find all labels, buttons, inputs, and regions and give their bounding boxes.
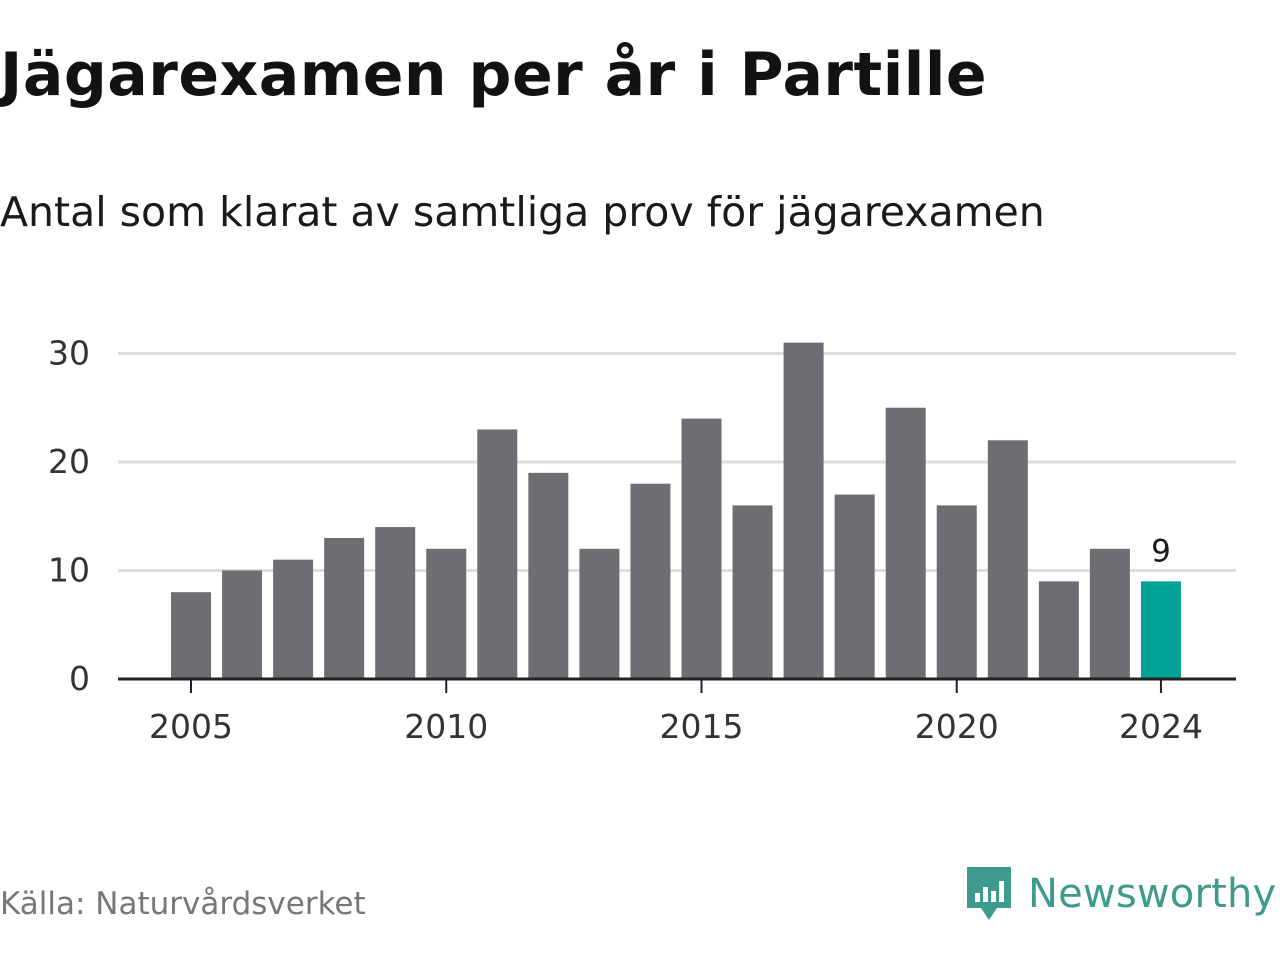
y-tick-label: 10 — [48, 551, 90, 590]
bar-2016 — [732, 505, 773, 679]
source-text: Källa: Naturvårdsverket — [0, 886, 366, 922]
bar-2019 — [885, 407, 926, 679]
brand-logo: Newsworthy — [964, 864, 1276, 924]
bar-2007 — [273, 559, 314, 679]
bar-2022 — [1038, 581, 1079, 679]
bar-2018 — [834, 494, 875, 679]
bar-2013 — [579, 548, 620, 679]
bar-2017 — [783, 342, 824, 679]
chart-subtitle: Antal som klarat av samtliga prov för jä… — [0, 188, 1045, 236]
bar-2006 — [222, 570, 263, 679]
chart-title: Jägarexamen per år i Partille — [0, 40, 988, 110]
bar-2010 — [426, 548, 467, 679]
bar-2015 — [681, 418, 722, 679]
newsworthy-logo-icon — [967, 867, 1011, 920]
bar-chart: 0 10 20 30 9 2005 2010 2015 2020 2024 — [48, 334, 1236, 746]
x-tick-label: 2024 — [1119, 707, 1203, 746]
bar-2005 — [171, 592, 211, 679]
bar-2021 — [987, 440, 1028, 679]
data-label-2024: 9 — [1151, 533, 1171, 569]
bar-2020 — [936, 505, 977, 679]
y-tick-label: 30 — [48, 334, 90, 373]
bar-2014 — [630, 483, 671, 679]
brand-name: Newsworthy — [1028, 871, 1277, 917]
x-tick-label: 2015 — [660, 707, 744, 746]
x-tick-label: 2005 — [149, 707, 233, 746]
y-tick-label: 20 — [48, 442, 90, 481]
bar-2009 — [375, 527, 416, 679]
bar-2011 — [477, 429, 518, 679]
bar-2024 — [1140, 581, 1181, 679]
y-tick-label: 0 — [69, 659, 90, 698]
bar-2012 — [528, 472, 569, 679]
x-tick-label: 2020 — [915, 707, 999, 746]
bar-2008 — [324, 537, 365, 679]
bar-2023 — [1089, 548, 1130, 679]
x-tick-label: 2010 — [404, 707, 488, 746]
